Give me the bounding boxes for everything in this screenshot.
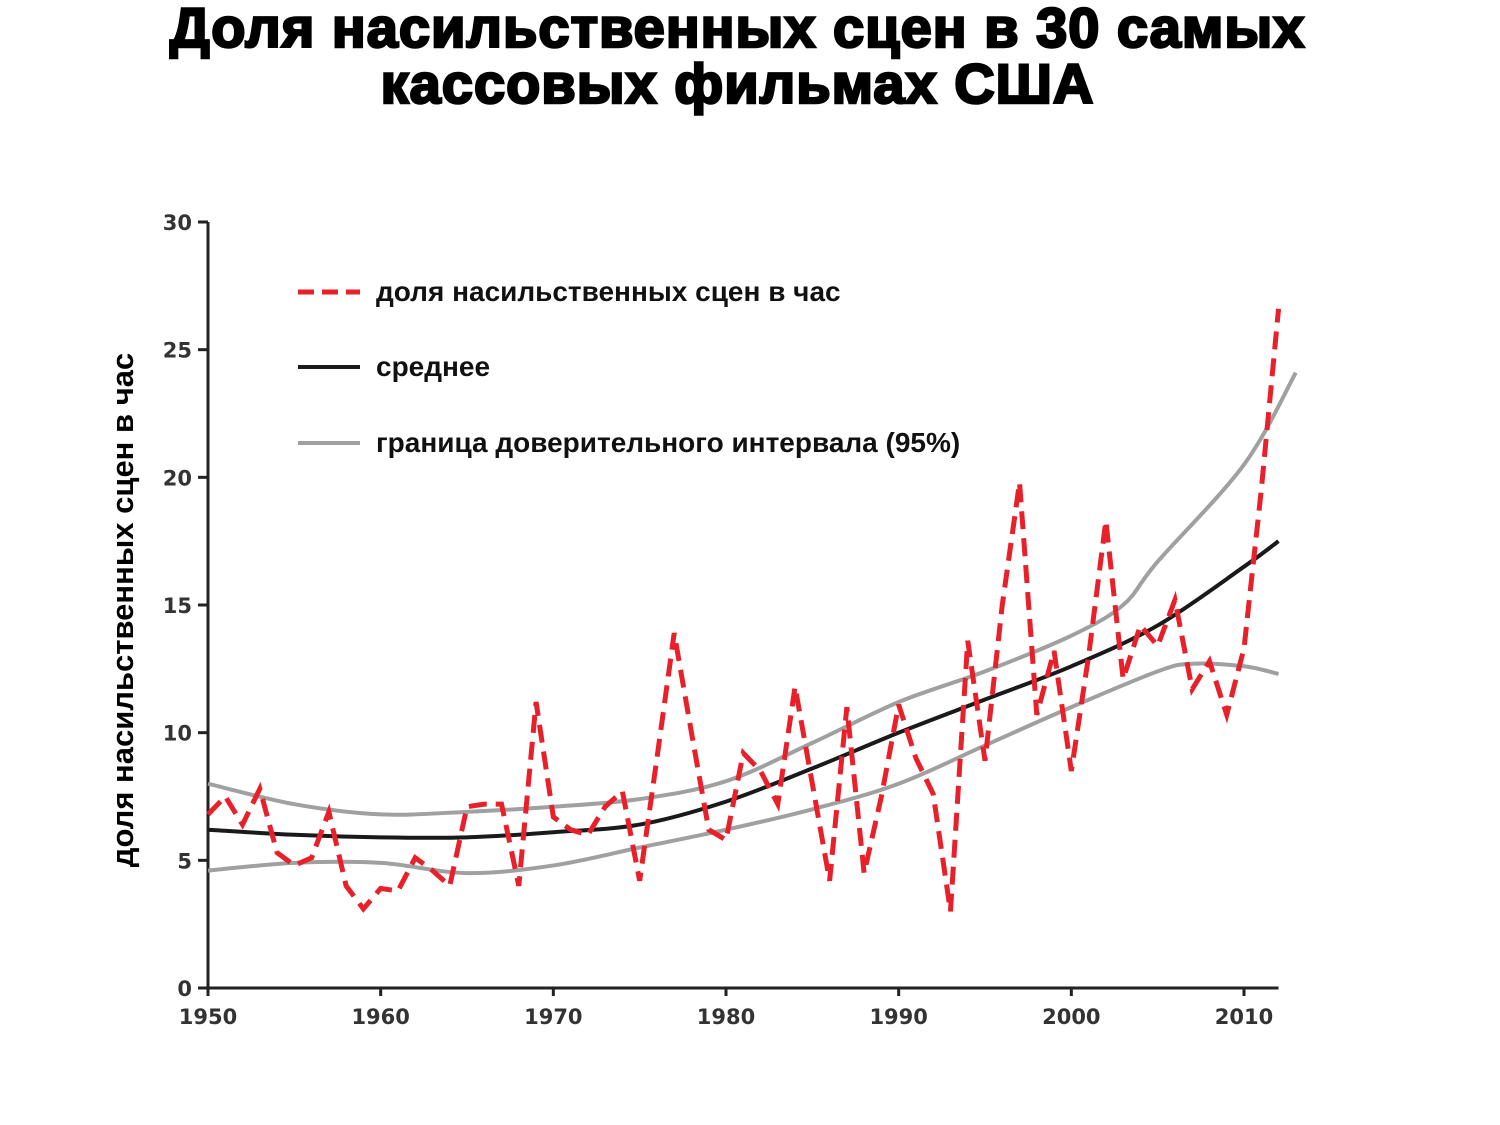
- x-tick-label: 1990: [869, 1005, 927, 1029]
- ci-upper-line: [207, 371, 1298, 817]
- y-tick-label: 5: [177, 849, 192, 873]
- chart-title-line-2: кассовых фильмах США: [379, 52, 1095, 115]
- x-tick-label: 1960: [351, 1005, 409, 1029]
- legend-label-violence: доля насильственных сцен в час: [376, 276, 841, 307]
- y-tick-label: 25: [163, 339, 192, 363]
- x-tick-label: 2010: [1215, 1005, 1273, 1029]
- y-tick-label: 10: [163, 722, 192, 746]
- violence-line: [206, 308, 1282, 913]
- chart-title: Доля насильственных сцен в 30 самых касс…: [0, 0, 1475, 115]
- y-tick-label: 0: [177, 977, 192, 1001]
- legend-label-mean: среднее: [376, 351, 490, 382]
- legend-label-ci: граница доверительного интервала (95%): [376, 427, 960, 458]
- mean-line: [207, 539, 1280, 840]
- x-tick-label: 1950: [179, 1005, 237, 1029]
- x-tick-label: 1970: [524, 1005, 582, 1029]
- y-axis-label: доля насильственных сцен в час: [105, 353, 140, 867]
- ci-lower-line: [207, 661, 1279, 876]
- chart-title-line-1: Доля насильственных сцен в 30 самых: [168, 0, 1306, 59]
- y-tick-label: 20: [163, 466, 192, 490]
- y-tick-label: 30: [163, 211, 192, 235]
- x-tick-label: 1980: [697, 1005, 755, 1029]
- x-tick-label: 2000: [1042, 1005, 1100, 1029]
- y-tick-label: 15: [163, 594, 192, 618]
